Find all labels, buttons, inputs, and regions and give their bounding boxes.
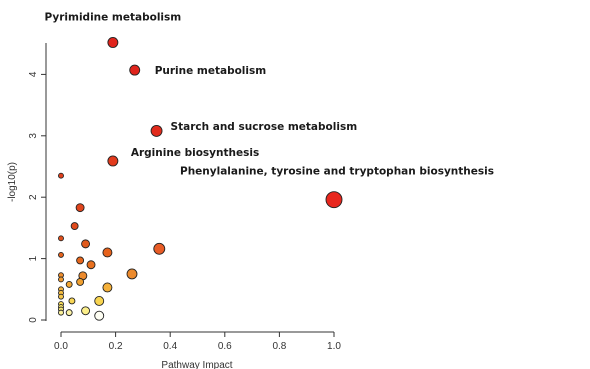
data-point [325, 191, 343, 209]
data-points [58, 37, 343, 321]
x-tick-label: 0.0 [54, 341, 68, 352]
data-point [94, 296, 105, 306]
data-point [76, 256, 85, 265]
x-axis-title: Pathway Impact [161, 360, 232, 369]
y-tick-label: 4 [28, 71, 39, 77]
data-point [65, 309, 73, 317]
x-tick-label: 0.4 [163, 341, 177, 352]
y-tick-label: 2 [28, 194, 39, 200]
point-annotation: Starch and sucrose metabolism [171, 121, 358, 133]
data-point [150, 124, 163, 137]
y-axis-title: -log10(p) [7, 162, 18, 202]
y-tick-label: 0 [28, 317, 39, 323]
y-tick-label: 1 [28, 255, 39, 261]
point-annotation: Pyrimidine metabolism [45, 11, 182, 23]
data-point [81, 306, 91, 316]
point-annotation: Purine metabolism [155, 65, 267, 77]
data-point [86, 260, 96, 270]
data-point [102, 247, 113, 258]
annotations: Pyrimidine metabolism Purine metabolism St… [45, 11, 494, 177]
point-annotation: Phenylalanine, tyrosine and tryptophan b… [180, 166, 494, 178]
x-tick-label: 0.2 [109, 341, 123, 352]
data-point [94, 310, 105, 321]
data-point [107, 155, 119, 167]
data-point [58, 235, 64, 242]
x-tick-label: 1.0 [327, 341, 341, 352]
data-point [75, 203, 85, 213]
data-point [76, 277, 85, 286]
data-point [102, 282, 113, 293]
x-ticks: 0.0 0.2 0.4 0.6 0.8 1.0 [54, 332, 341, 352]
data-point [68, 297, 76, 305]
axes [45, 43, 334, 333]
data-point [126, 268, 138, 280]
y-tick-label: 3 [28, 133, 39, 139]
data-point [58, 309, 64, 316]
data-point [153, 242, 166, 255]
data-point [81, 239, 91, 249]
data-point [70, 222, 79, 231]
data-point [107, 37, 119, 48]
data-point [58, 293, 64, 300]
data-point [58, 251, 64, 258]
data-point [58, 276, 64, 283]
x-tick-label: 0.6 [218, 341, 232, 352]
data-point [65, 280, 73, 288]
point-annotation: Arginine biosynthesis [131, 147, 259, 159]
data-point [129, 64, 141, 76]
data-point [58, 172, 64, 179]
y-ticks: 0 1 2 3 4 [28, 71, 46, 323]
x-tick-label: 0.8 [272, 341, 286, 352]
